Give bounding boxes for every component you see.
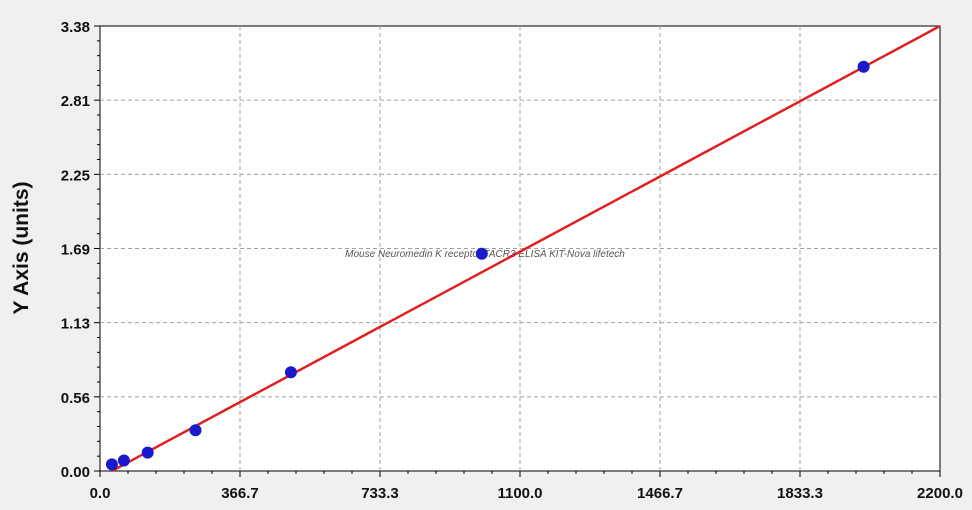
- x-tick-label: 1833.3: [777, 485, 823, 502]
- y-tick-label: 0.56: [61, 390, 90, 407]
- x-axis-ticks: 0.0 366.7 733.3 1100.0 1466.7 1833.3 2200.0: [90, 471, 963, 502]
- y-axis-title: Y Axis (units): [10, 181, 33, 314]
- y-tick-label: 0.00: [61, 464, 90, 481]
- x-tick-label: 2200.0: [917, 485, 963, 502]
- y-tick-label: 1.69: [61, 242, 90, 259]
- data-point: [475, 247, 488, 260]
- x-tick-label: 1100.0: [497, 485, 542, 502]
- data-point: [117, 454, 130, 467]
- fit-curve-line: [111, 24, 941, 473]
- data-point: [857, 60, 870, 73]
- data-point: [105, 458, 118, 471]
- y-tick-label: 3.38: [61, 19, 90, 36]
- y-axis-ticks: 0.00 0.56 1.13 1.69 2.25 2.81 3.38: [61, 19, 100, 481]
- y-tick-label: 2.25: [61, 167, 90, 184]
- x-tick-label: 366.7: [221, 485, 259, 502]
- data-point: [284, 366, 297, 379]
- data-point: [189, 424, 202, 437]
- x-tick-label: 1466.7: [637, 485, 683, 502]
- x-tick-label: 733.3: [361, 485, 399, 502]
- y-tick-label: 1.13: [61, 316, 90, 333]
- y-tick-label: 2.81: [61, 93, 90, 110]
- x-tick-label: 0.0: [90, 485, 111, 502]
- data-series: [105, 24, 941, 473]
- data-point: [141, 446, 154, 459]
